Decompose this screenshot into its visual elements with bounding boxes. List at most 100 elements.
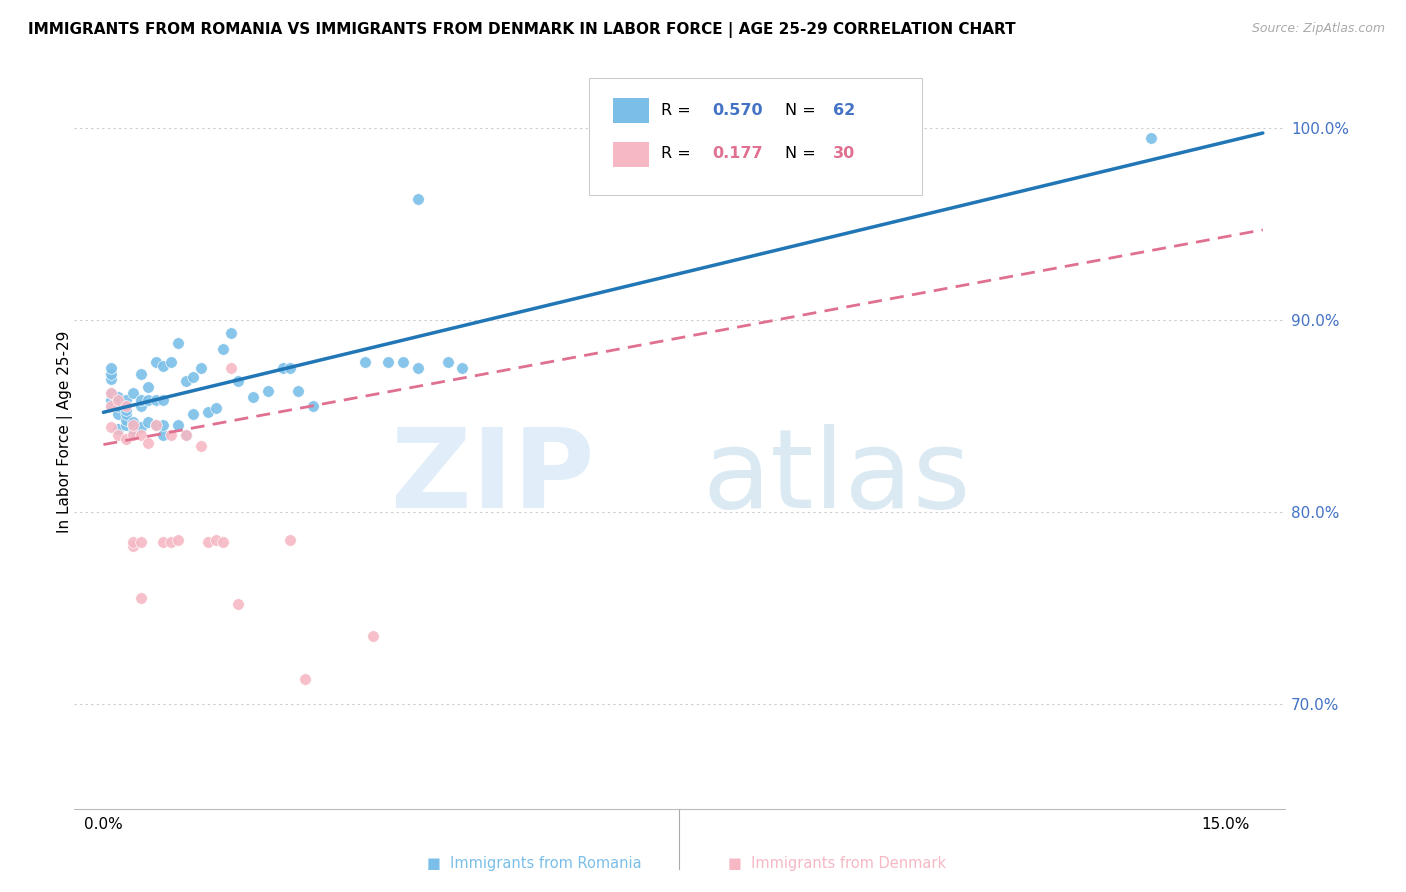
Point [190, 440, 212, 454]
Point [100, 367, 122, 381]
Point [122, 418, 145, 433]
Point [219, 360, 242, 375]
Point [145, 355, 167, 369]
Point [152, 359, 174, 373]
Point [361, 629, 384, 643]
Point [159, 355, 181, 369]
Point [152, 393, 174, 408]
Text: 62: 62 [834, 103, 855, 118]
Point [129, 367, 152, 381]
Point [226, 597, 249, 611]
Text: atlas: atlas [703, 424, 972, 531]
Point [451, 360, 474, 375]
Point [107, 392, 129, 406]
Point [152, 428, 174, 442]
Text: N =: N = [785, 145, 821, 161]
Point [174, 428, 197, 442]
Text: ■  Immigrants from Romania: ■ Immigrants from Romania [427, 856, 641, 871]
Point [122, 428, 145, 442]
Point [197, 405, 219, 419]
Point [159, 428, 181, 442]
Point [181, 370, 204, 384]
Point [1139, 130, 1161, 145]
Point [136, 380, 159, 394]
Point [100, 399, 122, 413]
Point [174, 374, 197, 388]
Point [197, 535, 219, 549]
Text: 0.177: 0.177 [711, 145, 762, 161]
Point [204, 401, 226, 416]
Point [122, 418, 145, 433]
Point [377, 355, 399, 369]
Point [100, 420, 122, 434]
Point [391, 355, 413, 369]
Text: N =: N = [785, 103, 821, 118]
Point [122, 415, 145, 429]
Point [204, 533, 226, 548]
Point [280, 533, 302, 548]
Point [159, 535, 181, 549]
Point [294, 672, 316, 686]
Point [287, 384, 309, 398]
Point [212, 342, 235, 356]
Point [152, 535, 174, 549]
Point [174, 428, 197, 442]
Point [145, 393, 167, 408]
Point [100, 372, 122, 386]
Point [107, 399, 129, 413]
Point [406, 192, 429, 206]
FancyBboxPatch shape [613, 98, 650, 123]
Point [226, 374, 249, 388]
Point [107, 422, 129, 436]
Text: R =: R = [661, 103, 696, 118]
Point [212, 535, 235, 549]
Point [257, 384, 280, 398]
Point [122, 539, 145, 553]
Point [167, 335, 190, 350]
Point [152, 418, 174, 433]
Point [115, 412, 138, 426]
Point [302, 399, 325, 413]
Point [242, 390, 264, 404]
Point [190, 360, 212, 375]
Point [100, 385, 122, 400]
FancyBboxPatch shape [589, 78, 922, 194]
Point [145, 418, 167, 433]
Point [136, 393, 159, 408]
Point [136, 415, 159, 429]
Point [100, 399, 122, 413]
Point [129, 393, 152, 408]
Text: Source: ZipAtlas.com: Source: ZipAtlas.com [1251, 22, 1385, 36]
Point [107, 407, 129, 421]
Point [129, 535, 152, 549]
Text: 30: 30 [834, 145, 855, 161]
Point [107, 428, 129, 442]
Text: ■  Immigrants from Denmark: ■ Immigrants from Denmark [727, 856, 946, 871]
Point [115, 418, 138, 433]
Point [122, 425, 145, 440]
Point [107, 390, 129, 404]
Point [100, 385, 122, 400]
Point [167, 418, 190, 433]
Point [167, 533, 190, 548]
Point [122, 535, 145, 549]
Point [129, 420, 152, 434]
Text: IMMIGRANTS FROM ROMANIA VS IMMIGRANTS FROM DENMARK IN LABOR FORCE | AGE 25-29 CO: IMMIGRANTS FROM ROMANIA VS IMMIGRANTS FR… [28, 22, 1015, 38]
Text: 0.570: 0.570 [711, 103, 762, 118]
Point [115, 403, 138, 417]
Point [436, 355, 458, 369]
Text: ZIP: ZIP [391, 424, 595, 531]
Point [280, 360, 302, 375]
Point [115, 407, 138, 421]
Point [354, 355, 377, 369]
Point [100, 360, 122, 375]
Point [129, 399, 152, 413]
Point [136, 435, 159, 450]
Point [115, 399, 138, 413]
Point [219, 326, 242, 341]
Text: R =: R = [661, 145, 696, 161]
Point [145, 418, 167, 433]
Point [107, 393, 129, 408]
Point [107, 395, 129, 409]
Y-axis label: In Labor Force | Age 25-29: In Labor Force | Age 25-29 [58, 331, 73, 533]
